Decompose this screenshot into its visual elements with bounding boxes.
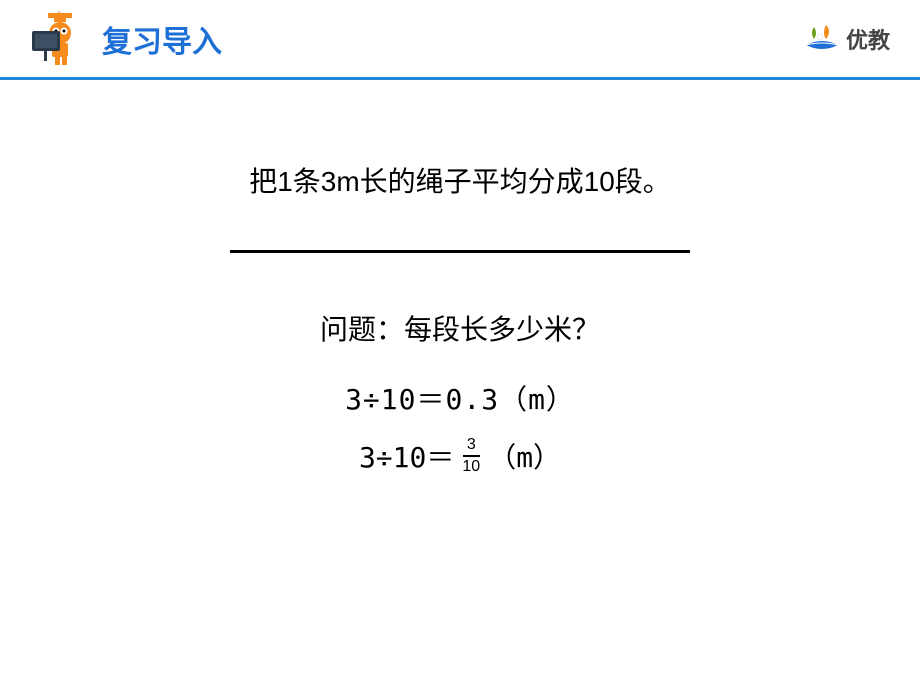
calc-left: 3÷10＝ [359,436,454,476]
section-title: 复习导入 [102,17,222,61]
slide-header: 复习导入 优教 [0,0,920,80]
calc-unit: （m） [499,378,575,418]
brand-group: 优教 [804,23,890,55]
title-group: 复习导入 [30,11,222,66]
horizontal-divider [230,250,690,253]
calculation-decimal: 3÷10＝0.3 （m） [60,378,860,418]
slide-content: 把1条3m长的绳子平均分成10段。 问题：每段长多少米？ 3÷10＝0.3 （m… [0,80,920,476]
mascot-icon [30,11,90,66]
question-text: 问题：每段长多少米？ [60,308,860,348]
calc-unit: （m） [488,436,561,476]
problem-statement: 把1条3m长的绳子平均分成10段。 [60,160,860,200]
calculation-fraction: 3÷10＝ 3 10 （m） [60,436,860,476]
fraction-numerator: 3 [463,437,480,457]
brand-logo-icon [804,23,840,55]
calc-expression: 3÷10＝0.3 [345,378,499,418]
fraction: 3 10 [460,437,482,475]
fraction-denominator: 10 [460,457,482,475]
brand-name: 优教 [846,23,890,55]
